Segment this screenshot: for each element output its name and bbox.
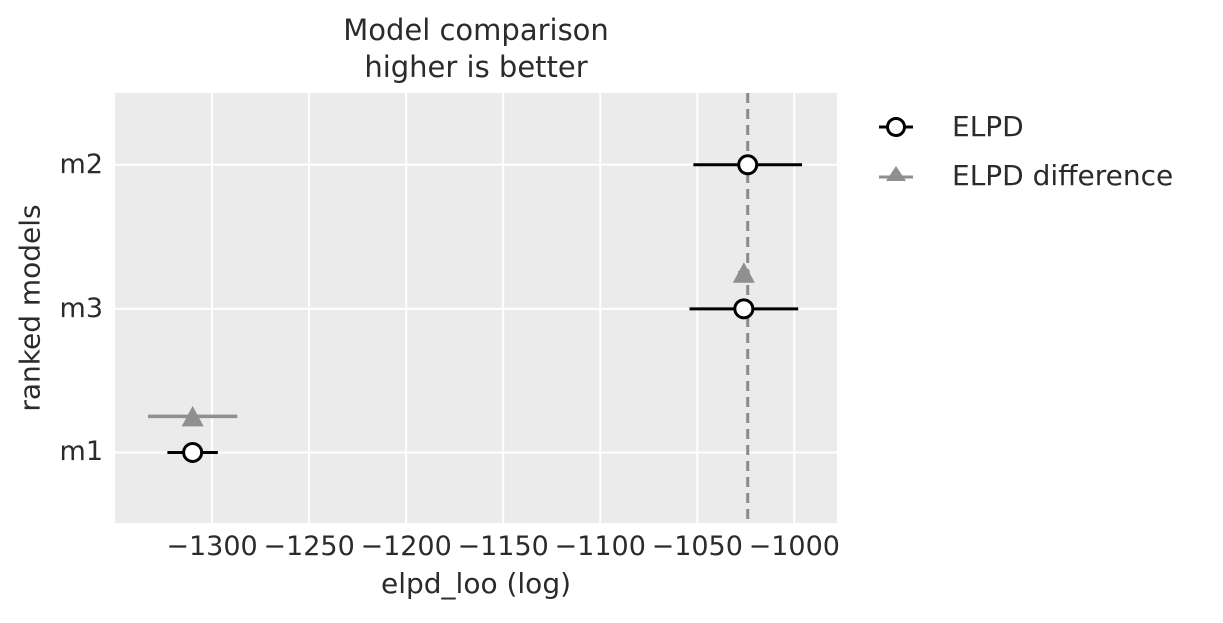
chart-title: Model comparison higher is better (115, 12, 837, 86)
model-comparison-plot (115, 93, 837, 523)
y-tick-label-m2: m2 (59, 148, 103, 180)
x-tick-label: −1050 (651, 531, 743, 562)
chart-title-line1: Model comparison (343, 13, 609, 47)
legend-label-elpd-difference: ELPD difference (952, 159, 1174, 192)
elpd-difference-marker-m1 (181, 405, 204, 427)
chart-title-line2: higher is better (364, 50, 588, 84)
y-axis-label: ranked models (13, 204, 47, 412)
x-tick-label: −1200 (360, 531, 452, 562)
elpd-marker-m1 (182, 441, 204, 463)
legend: ELPD ELPD difference (878, 110, 1173, 192)
elpd-difference-marker-m3 (732, 262, 755, 283)
plot-area (115, 93, 837, 523)
elpd-marker-m2 (737, 154, 759, 176)
legend-label-elpd: ELPD (952, 110, 1024, 143)
x-tick-label: −1100 (554, 531, 646, 562)
y-tick-label-m3: m3 (59, 292, 103, 324)
elpd-marker-m3 (733, 298, 755, 320)
y-tick-label-m1: m1 (59, 436, 103, 468)
x-tick-label: −1000 (748, 531, 840, 562)
x-tick-label: −1150 (457, 531, 549, 562)
elpd-difference-marker-icon (879, 165, 913, 181)
elpd-marker-icon (879, 116, 913, 137)
x-axis-label: elpd_loo (log) (380, 567, 572, 600)
legend-item-elpd-difference: ELPD difference (878, 159, 1173, 192)
legend-item-elpd: ELPD (878, 110, 1173, 143)
x-tick-label: −1300 (166, 531, 258, 562)
x-tick-label: −1250 (263, 531, 355, 562)
